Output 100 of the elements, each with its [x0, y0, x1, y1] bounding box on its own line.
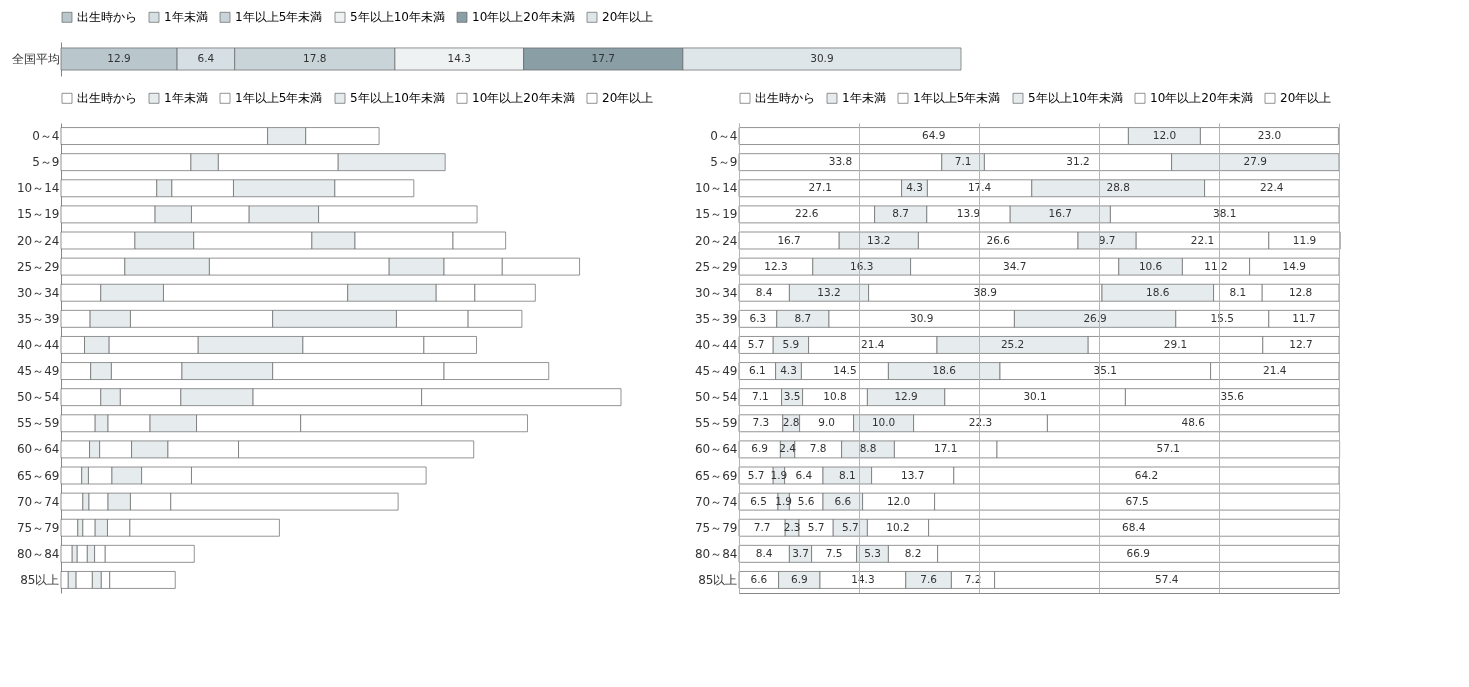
y-tick-label: 85以上	[20, 572, 60, 587]
data-label: 57.1	[1156, 442, 1180, 455]
y-tick-label: 80～84	[16, 546, 60, 561]
data-label: 18.6	[1146, 285, 1170, 298]
y-tick-label: 45～49	[16, 364, 60, 379]
data-label: 7.5	[825, 546, 843, 559]
data-label: 35.6	[1220, 390, 1245, 403]
data-label: 13.2	[817, 285, 841, 298]
data-label: 13.9	[956, 207, 981, 220]
legend-label: 出生時から	[755, 91, 815, 106]
data-label: 11.2	[1204, 259, 1228, 272]
data-label: 12.9	[894, 390, 918, 403]
bar	[60, 518, 79, 537]
text: 1年未満	[164, 91, 208, 106]
data-label: 3.5	[783, 390, 801, 403]
data-label: 68.4	[1122, 520, 1146, 533]
data-label: 27.1	[808, 181, 832, 194]
data-label: 5.6	[797, 494, 815, 507]
data-label: 6.5	[750, 494, 767, 507]
y-tick-label: 10～14	[16, 181, 60, 196]
y-tick-label: 20～24	[16, 233, 60, 248]
data-label: 14.5	[833, 364, 857, 377]
data-label: 14.9	[1282, 259, 1306, 272]
data-label: 12.9	[107, 52, 131, 64]
y-tick-label: 15～19	[694, 207, 738, 222]
data-label: 6.9	[790, 572, 808, 585]
y-tick-label: 55～59	[694, 416, 738, 431]
y-tick-label: 85以上	[698, 572, 738, 587]
legend-label: 20年以上	[602, 10, 654, 25]
data-label: 6.1	[748, 364, 766, 377]
text: 5年以上10年未満	[350, 91, 445, 106]
y-tick-label: 65～69	[694, 468, 738, 483]
data-label: 5.9	[782, 337, 800, 350]
y-tick-label: 70～74	[694, 494, 738, 509]
data-label: 8.4	[755, 546, 773, 559]
data-label: 48.6	[1181, 416, 1206, 429]
data-label: 34.7	[1003, 259, 1027, 272]
data-label: 12.7	[1289, 337, 1313, 350]
y-tick-label: 50～54	[16, 390, 60, 405]
data-label: 6.6	[834, 494, 852, 507]
data-label: 8.8	[859, 442, 877, 455]
series-label: 1年以上5年未満	[235, 91, 323, 106]
y-tick-label: 5～9	[32, 155, 60, 170]
y-tick-label: 25～29	[16, 259, 60, 274]
data-label: 12.8	[1288, 285, 1313, 298]
data-label: 8.4	[755, 285, 773, 298]
y-tick-label: 45～49	[694, 364, 738, 379]
data-label: 22.6	[795, 207, 819, 220]
data-label: 66.9	[1126, 546, 1150, 559]
y-tick-label: 55～59	[16, 416, 60, 431]
data-label: 5.7	[841, 520, 859, 533]
y-tick-label: 30～34	[16, 285, 60, 300]
data-label: 30.1	[1023, 390, 1047, 403]
data-label: 2.4	[779, 442, 797, 455]
data-label: 4.3	[780, 364, 797, 377]
data-label: 8.1	[838, 468, 856, 481]
data-label: 27.9	[1243, 155, 1267, 168]
data-label: 8.1	[1229, 285, 1247, 298]
legend-label: 1年以上5年未満	[235, 10, 323, 25]
y-tick-label: 5～9	[710, 155, 738, 170]
data-label: 64.9	[922, 129, 946, 142]
data-label: 26.9	[1083, 311, 1107, 324]
legend-label: 1年未満	[842, 91, 886, 106]
data-label: 26.6	[986, 233, 1011, 246]
data-label: 5.7	[747, 337, 765, 350]
data-label: 10.8	[823, 390, 847, 403]
bar	[60, 545, 73, 563]
data-label: 67.5	[1125, 494, 1149, 507]
data-label: 6.9	[751, 442, 769, 455]
y-tick-label: 35～39	[694, 311, 738, 326]
data-label: 38.9	[973, 285, 997, 298]
y-tick-label: 40～44	[694, 337, 738, 352]
data-label: 12.0	[1152, 129, 1177, 142]
data-label: 11.9	[1292, 233, 1317, 246]
data-label: 22.1	[1190, 233, 1215, 246]
data-label: 18.6	[932, 364, 957, 377]
data-label: 7.1	[751, 390, 769, 403]
legend-label: 出生時から	[77, 10, 137, 25]
y-tick-label: 20～24	[694, 233, 738, 248]
data-label: 7.7	[753, 520, 771, 533]
y-tick-label: 15～19	[16, 207, 60, 222]
data-label: 8.7	[892, 207, 910, 220]
data-label: 7.6	[920, 572, 938, 585]
y-tick-label: 40～44	[16, 337, 60, 352]
y-tick-label: 0～4	[32, 129, 60, 144]
data-label: 28.8	[1106, 181, 1130, 194]
data-label: 4.3	[906, 181, 923, 194]
y-tick-label: 80～84	[694, 546, 738, 561]
data-label: 5.3	[864, 546, 881, 559]
data-label: 3.7	[792, 546, 809, 559]
y-tick-label: 35～39	[16, 311, 60, 326]
legend-label: 5年以上10年未満	[1028, 91, 1123, 106]
data-label: 17.7	[591, 52, 615, 64]
data-label: 6.3	[749, 311, 767, 324]
data-label: 64.2	[1134, 468, 1159, 481]
data-label: 25.2	[1000, 337, 1025, 350]
y-tick-label: 0～4	[710, 129, 738, 144]
data-label: 57.4	[1155, 572, 1179, 585]
data-label: 17.8	[303, 52, 327, 64]
y-tick-label: 65～69	[16, 468, 60, 483]
